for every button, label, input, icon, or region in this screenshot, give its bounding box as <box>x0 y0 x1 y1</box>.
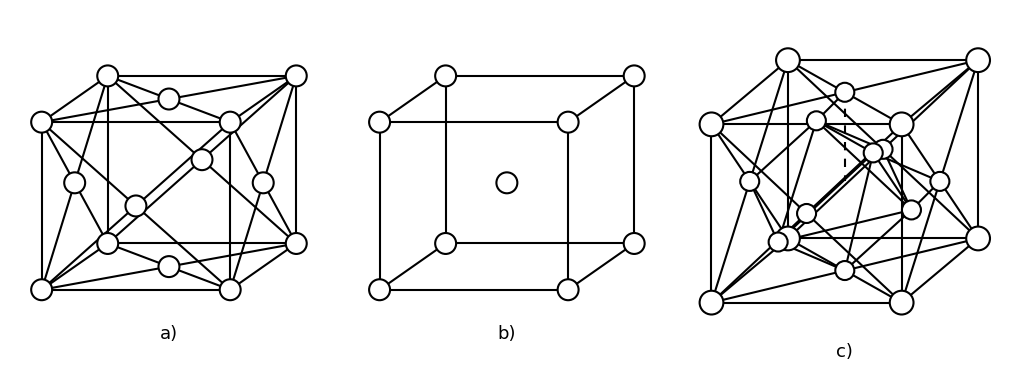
Circle shape <box>558 112 579 133</box>
Text: b): b) <box>498 325 516 343</box>
Circle shape <box>435 66 456 86</box>
Circle shape <box>931 172 949 191</box>
Circle shape <box>253 172 273 193</box>
Circle shape <box>31 279 52 300</box>
Circle shape <box>435 233 456 254</box>
Circle shape <box>776 227 800 251</box>
Circle shape <box>797 204 816 223</box>
Circle shape <box>902 200 921 219</box>
Circle shape <box>126 196 146 216</box>
Circle shape <box>191 149 212 170</box>
Circle shape <box>890 113 913 136</box>
Circle shape <box>31 112 52 133</box>
Circle shape <box>836 83 854 102</box>
Circle shape <box>836 261 854 280</box>
Circle shape <box>97 66 118 86</box>
Circle shape <box>97 233 118 254</box>
Circle shape <box>220 112 241 133</box>
Circle shape <box>624 233 645 254</box>
Circle shape <box>286 66 307 86</box>
Circle shape <box>740 172 759 191</box>
Circle shape <box>286 233 307 254</box>
Circle shape <box>769 232 787 252</box>
Circle shape <box>967 48 990 72</box>
Circle shape <box>497 172 517 193</box>
Circle shape <box>369 112 390 133</box>
Circle shape <box>873 140 893 159</box>
Circle shape <box>863 143 883 162</box>
Circle shape <box>967 227 990 251</box>
Circle shape <box>159 89 179 110</box>
Circle shape <box>369 279 390 300</box>
Text: c): c) <box>837 343 853 361</box>
Circle shape <box>776 48 800 72</box>
Circle shape <box>558 279 579 300</box>
Circle shape <box>159 256 179 277</box>
Circle shape <box>699 291 723 315</box>
Circle shape <box>65 172 85 193</box>
Circle shape <box>699 113 723 136</box>
Circle shape <box>807 111 826 130</box>
Text: a): a) <box>160 325 178 343</box>
Circle shape <box>890 291 913 315</box>
Circle shape <box>220 279 241 300</box>
Circle shape <box>624 66 645 86</box>
